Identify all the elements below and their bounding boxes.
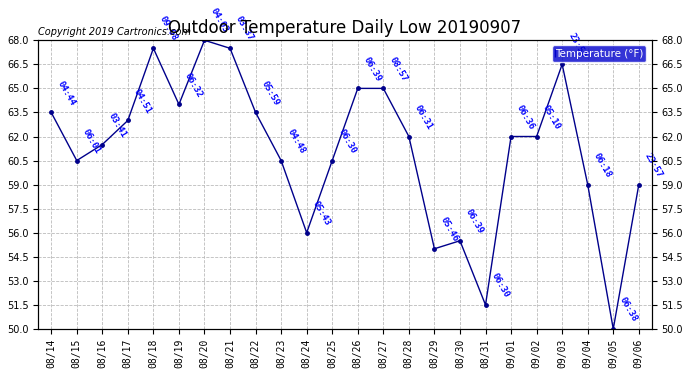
Text: 09:08: 09:08: [157, 15, 179, 43]
Text: 23:50: 23:50: [566, 31, 588, 59]
Text: 04:03: 04:03: [208, 7, 230, 35]
Text: 05:46: 05:46: [439, 216, 460, 243]
Text: 04:44: 04:44: [55, 79, 77, 107]
Text: 08:57: 08:57: [388, 55, 408, 83]
Text: 06:30: 06:30: [490, 272, 511, 299]
Text: 06:18: 06:18: [592, 151, 613, 179]
Text: 06:39: 06:39: [464, 207, 485, 235]
Text: 05:59: 05:59: [259, 79, 281, 107]
Text: 06:32: 06:32: [183, 71, 204, 99]
Text: 03:37: 03:37: [234, 15, 255, 43]
Text: 05:10: 05:10: [541, 103, 562, 131]
Text: 06:36: 06:36: [515, 103, 536, 131]
Text: 04:51: 04:51: [132, 87, 153, 115]
Text: 04:48: 04:48: [285, 127, 306, 155]
Text: 06:31: 06:31: [413, 103, 434, 131]
Text: Copyright 2019 Cartronics.com: Copyright 2019 Cartronics.com: [39, 27, 191, 38]
Text: 06:30: 06:30: [337, 127, 357, 155]
Text: 23:57: 23:57: [643, 151, 664, 179]
Text: 03:41: 03:41: [106, 111, 128, 139]
Text: 06:38: 06:38: [618, 296, 639, 323]
Text: 06:01: 06:01: [81, 127, 102, 155]
Text: 06:39: 06:39: [362, 55, 383, 83]
Title: Outdoor Temperature Daily Low 20190907: Outdoor Temperature Daily Low 20190907: [168, 20, 522, 38]
Text: 05:43: 05:43: [310, 200, 332, 227]
Legend: Temperature (°F): Temperature (°F): [552, 45, 647, 62]
